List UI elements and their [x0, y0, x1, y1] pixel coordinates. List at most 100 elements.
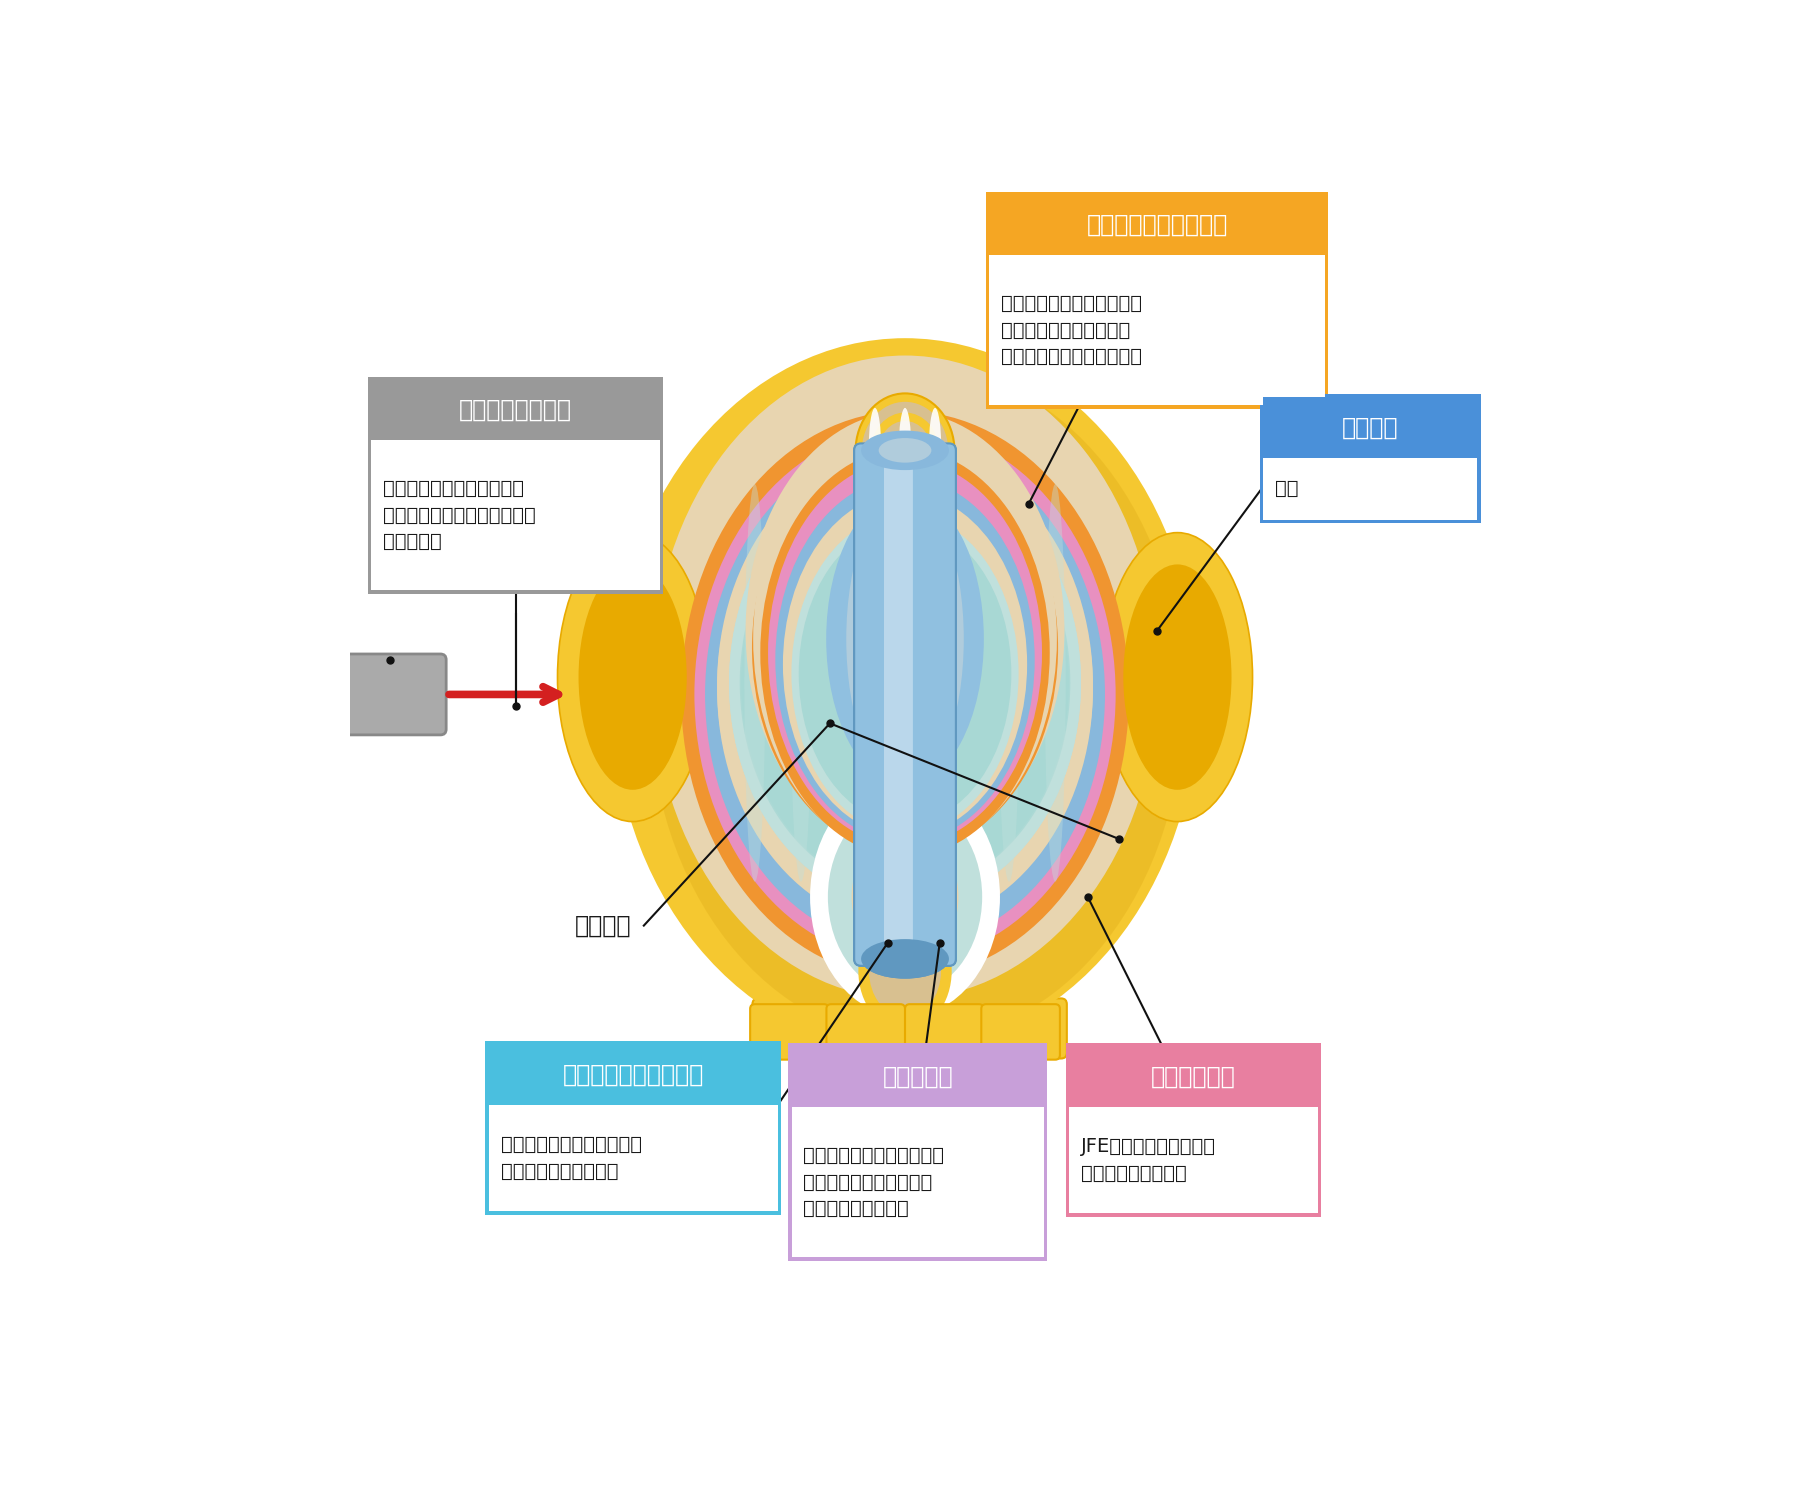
Ellipse shape [848, 498, 962, 797]
Ellipse shape [784, 516, 1027, 839]
Text: 東苝: 東苝 [1275, 479, 1298, 498]
Ellipse shape [744, 485, 766, 881]
Ellipse shape [864, 446, 877, 500]
Text: アライドマテリアル、大和
合金、助川電気工業、東
邦金属、三菱重工業: アライドマテリアル、大和 合金、助川電気工業、東 邦金属、三菱重工業 [804, 1147, 944, 1219]
FancyBboxPatch shape [750, 1004, 829, 1060]
Ellipse shape [851, 476, 958, 890]
Ellipse shape [775, 477, 1034, 842]
FancyBboxPatch shape [1065, 1043, 1320, 1217]
Ellipse shape [791, 513, 1018, 833]
Ellipse shape [768, 459, 1041, 845]
Ellipse shape [878, 420, 931, 482]
Ellipse shape [860, 431, 949, 470]
FancyBboxPatch shape [982, 1004, 1059, 1060]
Ellipse shape [802, 486, 1007, 660]
Ellipse shape [855, 470, 954, 896]
Ellipse shape [650, 366, 1183, 1042]
Ellipse shape [929, 408, 942, 495]
Ellipse shape [681, 411, 1128, 979]
Ellipse shape [761, 449, 1050, 857]
Ellipse shape [862, 835, 949, 946]
FancyBboxPatch shape [882, 458, 913, 950]
Ellipse shape [831, 476, 978, 890]
Ellipse shape [741, 476, 1068, 890]
Ellipse shape [860, 940, 949, 979]
Ellipse shape [898, 411, 913, 500]
Ellipse shape [831, 485, 851, 881]
Ellipse shape [934, 446, 945, 500]
Ellipse shape [768, 464, 1043, 832]
Ellipse shape [695, 429, 1114, 959]
Ellipse shape [869, 926, 942, 1016]
Text: キヤノン電子管デバイス、
京都フュージョニアリング、
日立製作所: キヤノン電子管デバイス、 京都フュージョニアリング、 日立製作所 [382, 479, 536, 551]
Ellipse shape [558, 533, 708, 821]
Ellipse shape [855, 393, 954, 509]
Ellipse shape [887, 431, 924, 471]
FancyBboxPatch shape [368, 377, 663, 594]
FancyBboxPatch shape [906, 1004, 983, 1060]
FancyBboxPatch shape [371, 380, 659, 440]
Ellipse shape [877, 437, 933, 464]
Ellipse shape [862, 405, 947, 504]
FancyBboxPatch shape [884, 458, 913, 950]
FancyBboxPatch shape [982, 998, 1067, 1058]
Ellipse shape [717, 450, 1094, 926]
Ellipse shape [828, 799, 982, 995]
Ellipse shape [829, 498, 980, 797]
FancyBboxPatch shape [989, 1006, 1059, 1057]
Ellipse shape [810, 776, 1000, 1018]
FancyBboxPatch shape [989, 255, 1324, 405]
Ellipse shape [822, 787, 987, 994]
Ellipse shape [878, 438, 931, 462]
Ellipse shape [1045, 485, 1065, 881]
FancyBboxPatch shape [371, 440, 659, 590]
Ellipse shape [782, 492, 1027, 836]
Ellipse shape [931, 411, 944, 500]
FancyBboxPatch shape [855, 443, 956, 965]
Ellipse shape [706, 443, 1103, 946]
Ellipse shape [898, 408, 911, 495]
FancyBboxPatch shape [1264, 458, 1478, 519]
FancyBboxPatch shape [489, 1045, 779, 1105]
Ellipse shape [871, 413, 940, 491]
Text: ブランケット: ブランケット [1152, 1066, 1235, 1090]
FancyBboxPatch shape [989, 195, 1324, 255]
Ellipse shape [869, 408, 882, 495]
Ellipse shape [936, 452, 945, 494]
Ellipse shape [958, 485, 980, 881]
Ellipse shape [878, 423, 933, 486]
Ellipse shape [683, 413, 1128, 976]
Ellipse shape [652, 356, 1157, 998]
Ellipse shape [799, 524, 1011, 824]
FancyBboxPatch shape [1260, 393, 1481, 524]
FancyBboxPatch shape [485, 1042, 781, 1214]
Ellipse shape [730, 461, 1081, 905]
Ellipse shape [915, 485, 936, 881]
Ellipse shape [730, 461, 1081, 905]
Ellipse shape [668, 377, 1143, 977]
FancyBboxPatch shape [906, 998, 992, 1058]
FancyBboxPatch shape [1264, 398, 1478, 458]
Ellipse shape [752, 443, 1058, 853]
Text: プラズマ: プラズマ [574, 914, 630, 938]
Ellipse shape [860, 431, 949, 470]
FancyBboxPatch shape [788, 1043, 1047, 1261]
Ellipse shape [704, 441, 1105, 947]
Ellipse shape [1123, 564, 1231, 790]
Ellipse shape [858, 913, 951, 1030]
Ellipse shape [746, 411, 1065, 850]
FancyBboxPatch shape [759, 1006, 831, 1057]
Ellipse shape [717, 447, 1094, 923]
Text: 古河電気工業、フジクラ、
三菱重工業・三菱電機、
東苝エネルギーシステムズ: 古河電気工業、フジクラ、 三菱重工業・三菱電機、 東苝エネルギーシステムズ [1001, 294, 1143, 366]
FancyBboxPatch shape [913, 1006, 985, 1057]
Ellipse shape [639, 357, 1172, 1031]
Ellipse shape [612, 338, 1199, 1051]
Ellipse shape [826, 492, 983, 787]
Ellipse shape [578, 564, 686, 790]
Ellipse shape [775, 486, 1034, 833]
Ellipse shape [998, 485, 1020, 881]
Ellipse shape [791, 525, 1020, 830]
Ellipse shape [753, 423, 1058, 856]
FancyBboxPatch shape [1068, 1048, 1318, 1108]
FancyBboxPatch shape [791, 1048, 1043, 1108]
